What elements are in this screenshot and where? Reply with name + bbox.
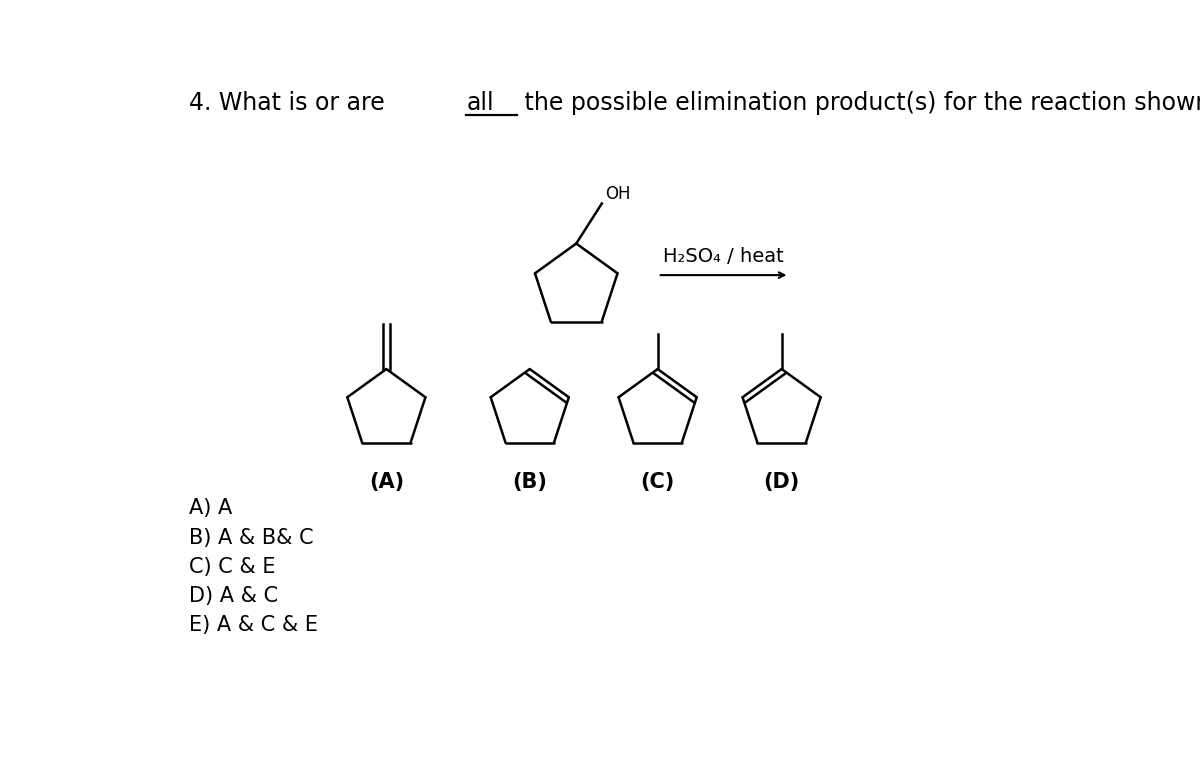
Text: A) A: A) A bbox=[188, 499, 232, 518]
Text: C) C & E: C) C & E bbox=[188, 557, 275, 577]
Text: OH: OH bbox=[605, 184, 630, 203]
Text: (B): (B) bbox=[512, 472, 547, 493]
Text: (C): (C) bbox=[641, 472, 674, 493]
Text: D) A & C: D) A & C bbox=[188, 586, 278, 606]
Text: 4. What is or are: 4. What is or are bbox=[188, 91, 392, 115]
Text: B) A & B& C: B) A & B& C bbox=[188, 528, 313, 548]
Text: all: all bbox=[466, 91, 494, 115]
Text: the possible elimination product(s) for the reaction shown below?: the possible elimination product(s) for … bbox=[516, 91, 1200, 115]
Text: E) A & C & E: E) A & C & E bbox=[188, 616, 318, 635]
Text: (D): (D) bbox=[763, 472, 799, 493]
Text: (A): (A) bbox=[368, 472, 404, 493]
Text: H₂SO₄ / heat: H₂SO₄ / heat bbox=[664, 247, 784, 266]
